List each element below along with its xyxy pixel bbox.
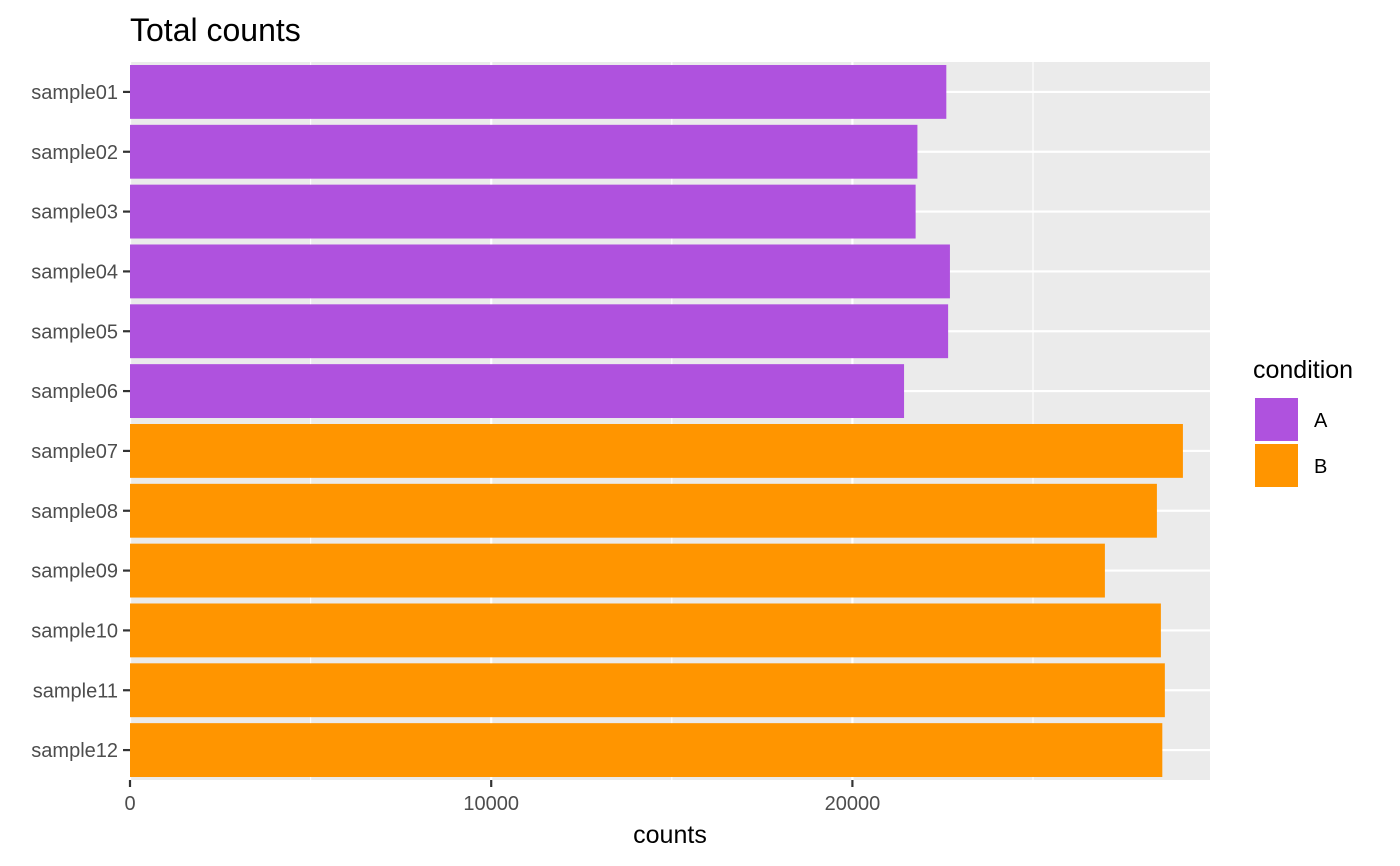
bar-sample01: [130, 64, 947, 119]
bar-sample07: [130, 423, 1183, 478]
bar-sample11: [130, 663, 1165, 718]
legend-title: condition: [1253, 356, 1353, 384]
x-axis-title: counts: [633, 821, 707, 849]
y-tick-label: sample05: [31, 321, 118, 343]
x-tick-label: 20000: [825, 793, 881, 815]
legend-label-A: A: [1314, 410, 1328, 432]
bar-sample08: [130, 483, 1157, 538]
y-tick-label: sample02: [31, 142, 118, 164]
minor-gridlines: [310, 62, 1034, 780]
y-tick-label: sample01: [31, 82, 118, 104]
y-tick-label: sample03: [31, 202, 118, 224]
y-tick-label: sample06: [31, 381, 118, 403]
y-tick-label: sample12: [31, 740, 118, 762]
y-tick-label: sample10: [31, 620, 118, 642]
bar-sample04: [130, 244, 950, 299]
legend-key-B: [1255, 444, 1298, 487]
plot-panel: [130, 62, 1210, 780]
bar-sample02: [130, 124, 918, 179]
x-tick-label: 10000: [463, 793, 519, 815]
legend: condition A B: [1253, 356, 1353, 487]
bar-sample05: [130, 304, 949, 359]
x-tick-label: 0: [124, 793, 135, 815]
y-tick-label: sample09: [31, 561, 118, 583]
y-axis: sample01 sample02 sample03 sample04 sample05…: [31, 82, 130, 762]
bar-sample12: [130, 723, 1163, 778]
y-tick-label: sample07: [31, 441, 118, 463]
bar-sample09: [130, 543, 1105, 598]
chart-title: Total counts: [130, 12, 301, 48]
bars: [130, 64, 1183, 778]
y-tick-label: sample08: [31, 501, 118, 523]
legend-label-B: B: [1314, 456, 1327, 478]
bar-sample06: [130, 364, 905, 419]
y-tick-label: sample11: [33, 680, 118, 702]
bar-sample03: [130, 184, 916, 239]
y-tick-label: sample04: [31, 261, 118, 283]
legend-key-A: [1255, 398, 1298, 441]
bar-sample10: [130, 603, 1161, 658]
x-axis: 0 10000 20000: [124, 780, 880, 815]
